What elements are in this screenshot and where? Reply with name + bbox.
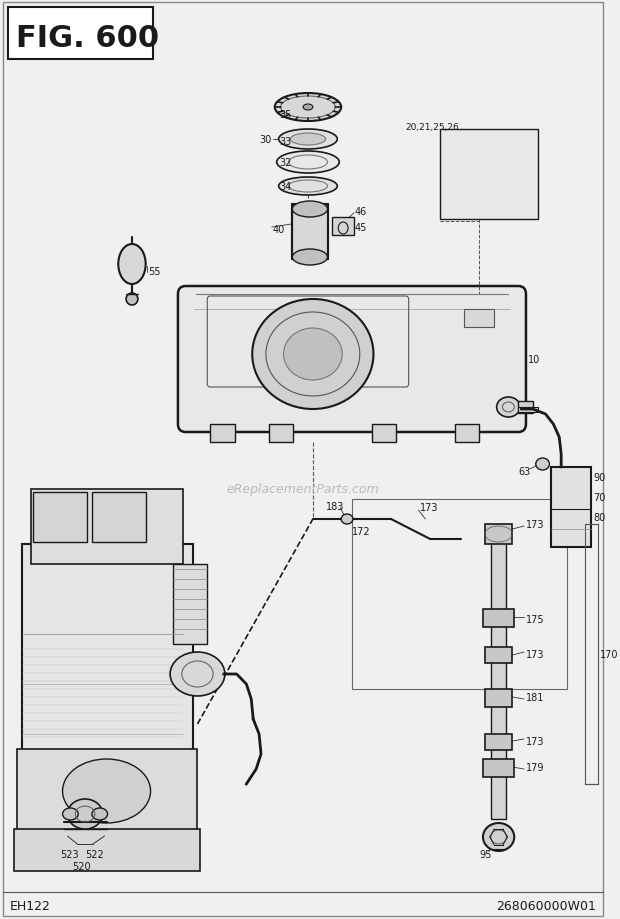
Bar xyxy=(17,749,198,834)
Ellipse shape xyxy=(275,94,341,122)
Text: 522: 522 xyxy=(85,849,104,859)
Bar xyxy=(8,8,153,60)
Ellipse shape xyxy=(92,808,107,820)
Ellipse shape xyxy=(278,177,337,196)
Ellipse shape xyxy=(283,329,342,380)
Bar xyxy=(269,425,293,443)
Bar xyxy=(33,493,87,542)
Bar xyxy=(14,829,200,871)
Text: 179: 179 xyxy=(526,762,544,772)
Bar xyxy=(371,425,396,443)
Bar xyxy=(483,759,514,777)
Ellipse shape xyxy=(290,134,326,146)
Bar xyxy=(483,609,514,628)
Text: 170: 170 xyxy=(600,650,619,659)
Bar xyxy=(92,493,146,542)
Text: 70: 70 xyxy=(593,493,606,503)
Bar xyxy=(491,529,507,819)
Bar xyxy=(210,425,234,443)
Text: 45: 45 xyxy=(355,222,367,233)
Ellipse shape xyxy=(483,823,514,851)
Ellipse shape xyxy=(278,130,337,150)
Text: 40: 40 xyxy=(273,225,285,234)
Text: 173: 173 xyxy=(420,503,439,513)
Bar xyxy=(464,310,494,328)
Text: 173: 173 xyxy=(526,736,544,746)
Bar xyxy=(292,205,327,260)
Text: 173: 173 xyxy=(526,650,544,659)
Bar xyxy=(485,647,512,664)
Bar xyxy=(485,689,512,708)
Bar xyxy=(173,564,207,644)
Ellipse shape xyxy=(497,398,520,417)
Text: 32: 32 xyxy=(280,158,292,168)
Text: 268060000W01: 268060000W01 xyxy=(497,900,596,913)
Bar xyxy=(352,499,567,689)
Text: 30: 30 xyxy=(259,135,272,145)
Bar xyxy=(22,544,193,809)
Ellipse shape xyxy=(277,152,339,174)
Ellipse shape xyxy=(341,515,353,525)
Bar xyxy=(485,734,512,750)
Bar xyxy=(485,525,512,544)
Text: eReplacementParts.com: eReplacementParts.com xyxy=(227,483,379,496)
Bar xyxy=(518,407,538,413)
Bar xyxy=(454,425,479,443)
Ellipse shape xyxy=(292,250,327,266)
Bar xyxy=(440,130,538,220)
Text: 34: 34 xyxy=(280,182,292,192)
Text: 95: 95 xyxy=(479,849,492,859)
Text: 80: 80 xyxy=(593,513,606,522)
Text: FIG. 600: FIG. 600 xyxy=(16,24,159,52)
Text: 33: 33 xyxy=(280,137,292,147)
Ellipse shape xyxy=(126,294,138,306)
Text: 523: 523 xyxy=(61,849,79,859)
Ellipse shape xyxy=(292,202,327,218)
Ellipse shape xyxy=(118,244,146,285)
Text: 520: 520 xyxy=(73,861,91,871)
Bar xyxy=(551,468,590,548)
Ellipse shape xyxy=(170,652,225,697)
Bar xyxy=(585,525,598,784)
Ellipse shape xyxy=(536,459,549,471)
Text: 175: 175 xyxy=(526,614,544,624)
Text: 35: 35 xyxy=(280,110,292,119)
Text: EH122: EH122 xyxy=(10,900,51,913)
Text: 55: 55 xyxy=(149,267,161,277)
Text: 172: 172 xyxy=(352,527,371,537)
Text: 20,21,25,26: 20,21,25,26 xyxy=(405,122,459,131)
Text: 183: 183 xyxy=(326,502,344,512)
Text: 46: 46 xyxy=(355,207,367,217)
Text: 63: 63 xyxy=(518,467,531,476)
Bar xyxy=(31,490,183,564)
Ellipse shape xyxy=(68,800,103,829)
FancyBboxPatch shape xyxy=(178,287,526,433)
Text: 90: 90 xyxy=(593,472,606,482)
Text: 10: 10 xyxy=(528,355,540,365)
Text: 173: 173 xyxy=(526,519,544,529)
Ellipse shape xyxy=(252,300,373,410)
Bar xyxy=(518,402,533,414)
Ellipse shape xyxy=(303,105,313,111)
Text: 181: 181 xyxy=(526,692,544,702)
Bar xyxy=(332,218,354,236)
Ellipse shape xyxy=(63,808,78,820)
Ellipse shape xyxy=(63,759,151,823)
